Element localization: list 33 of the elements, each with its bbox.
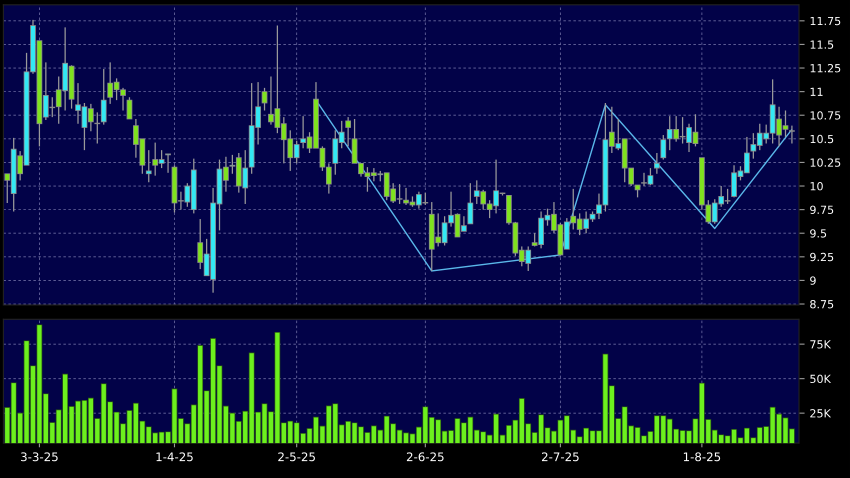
y-tick-label: 10 xyxy=(810,182,823,190)
y-tick-label: 50K xyxy=(810,374,832,384)
candlestick xyxy=(467,182,474,224)
x-tick-label: 3-3-25 xyxy=(21,452,58,462)
candlestick xyxy=(262,87,268,112)
y-tick-label: 8.75 xyxy=(810,300,834,308)
candlestick xyxy=(126,96,132,120)
y-tick-label: 75K xyxy=(810,340,832,349)
candlestick xyxy=(100,68,107,126)
x-tick-label: 2-7-25 xyxy=(542,452,579,462)
y-tick-label: 9.25 xyxy=(810,252,834,262)
y-tick-label: 10.25 xyxy=(810,158,840,167)
y-tick-label: 11 xyxy=(810,88,823,96)
y-tick-label: 25K xyxy=(810,409,832,418)
candlestick xyxy=(94,112,100,144)
x-tick-label: 2-6-25 xyxy=(406,452,444,462)
x-tick-label: 1-8-25 xyxy=(684,452,720,462)
y-tick-label: 10.75 xyxy=(810,111,840,120)
y-tick-label: 9.5 xyxy=(810,229,826,238)
y-tick-label: 9.75 xyxy=(810,206,834,214)
candlestick xyxy=(165,153,171,174)
candlestick xyxy=(654,152,660,174)
x-tick-label: 2-5-25 xyxy=(278,452,315,462)
candlestick xyxy=(146,150,152,183)
candlestick xyxy=(345,116,352,147)
y-tick-label: 11.25 xyxy=(810,64,840,72)
candlestick xyxy=(634,184,640,198)
x-tick-label: 1-4-25 xyxy=(156,452,193,462)
y-tick-label: 11.75 xyxy=(810,16,840,26)
y-tick-label: 11.5 xyxy=(810,40,834,49)
y-tick-label: 10.5 xyxy=(810,134,834,144)
y-tick-label: 9 xyxy=(810,276,816,285)
candlestick xyxy=(660,134,666,160)
